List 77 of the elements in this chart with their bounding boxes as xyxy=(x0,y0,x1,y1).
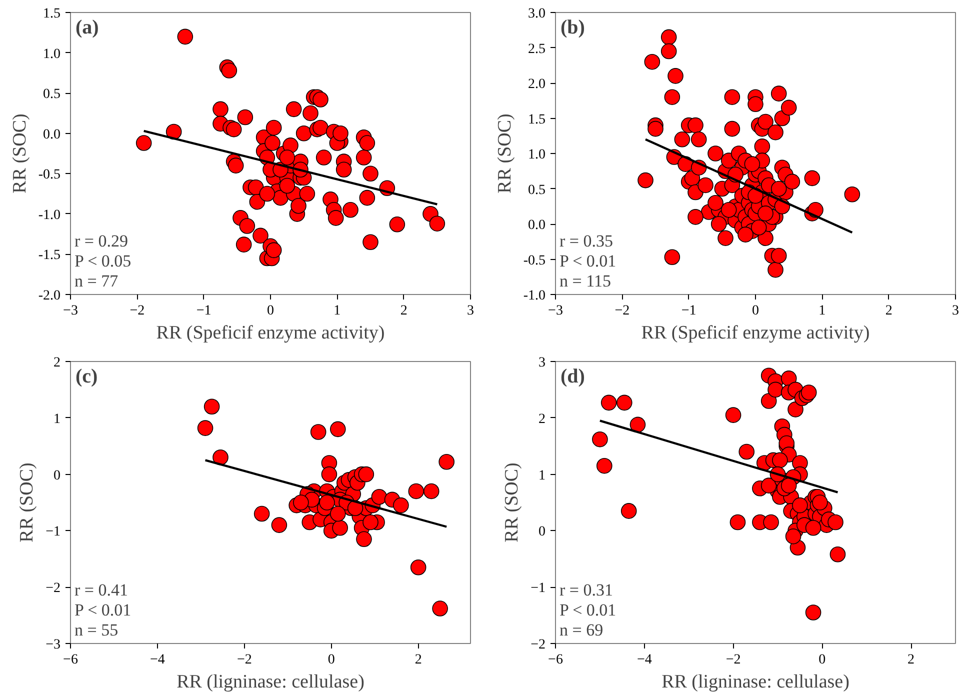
y-tick-label: 0.5 xyxy=(528,182,546,198)
y-tick-label: −2 xyxy=(530,638,546,652)
y-tick-label: -0.5 xyxy=(523,253,546,268)
x-tick-label: 1 xyxy=(818,304,826,318)
annotation: n = 69 xyxy=(560,620,604,640)
x-tick-label: −4 xyxy=(150,652,165,668)
y-tick-label: 0 xyxy=(54,468,60,484)
y-tick-label: 2 xyxy=(54,356,60,370)
x-axis-title: RR (Speficif enzyme activity) xyxy=(156,322,385,344)
y-tick-label: 0.0 xyxy=(528,218,546,233)
x-tick-label: −2 xyxy=(614,304,630,318)
y-tick-label: 3 xyxy=(538,356,546,370)
x-tick-label: 2 xyxy=(400,304,408,318)
annotation: P < 0.01 xyxy=(560,600,616,620)
x-tick-label: −6 xyxy=(63,652,78,668)
y-tick-label: 1.0 xyxy=(528,148,546,162)
x-tick-label: −1 xyxy=(196,304,212,318)
annotation: r = 0.41 xyxy=(74,580,128,600)
x-tick-label: −1 xyxy=(681,304,696,318)
annotation: r = 0.35 xyxy=(560,232,613,250)
y-tick-label: -1.5 xyxy=(38,248,61,264)
x-tick-label: 1 xyxy=(334,304,341,318)
x-tick-label: 0 xyxy=(328,652,335,668)
x-tick-label: −3 xyxy=(63,304,78,318)
y-tick-label: 1.5 xyxy=(528,112,546,128)
y-tick-label: 2 xyxy=(538,412,546,427)
x-tick-label: 0 xyxy=(818,652,826,668)
x-axis-title: RR (ligninase: cellulase) xyxy=(662,672,850,692)
y-axis-title: RR (SOC) xyxy=(16,462,38,542)
x-tick-label: −6 xyxy=(548,652,563,668)
y-tick-label: 0.0 xyxy=(43,127,60,142)
annotation: r = 0.29 xyxy=(74,232,128,250)
chart-title: (b) xyxy=(560,16,585,38)
annotation: P < 0.05 xyxy=(74,252,132,270)
annotation: r = 0.31 xyxy=(560,580,613,600)
y-tick-label: 3.0 xyxy=(528,6,546,22)
annotation: n = 115 xyxy=(560,272,611,290)
x-tick-label: −3 xyxy=(548,304,563,318)
annotation: n = 55 xyxy=(74,620,118,640)
y-axis-title: RR (SOC) xyxy=(502,462,523,542)
y-tick-label: −2 xyxy=(46,581,61,596)
x-tick-label: 2 xyxy=(908,652,915,668)
y-tick-label: -2.0 xyxy=(38,288,61,304)
chart-title: (c) xyxy=(76,366,98,388)
x-tick-label: −2 xyxy=(236,652,252,668)
x-tick-label: −2 xyxy=(130,304,145,318)
y-tick-label: 2.0 xyxy=(528,77,546,92)
y-tick-label: 1.0 xyxy=(43,46,60,62)
y-axis-title: RR (SOC) xyxy=(494,114,516,194)
annotation: P < 0.01 xyxy=(74,600,132,620)
chart-title: (d) xyxy=(560,366,585,388)
y-tick-label: 0.5 xyxy=(43,87,60,102)
annotation: n = 77 xyxy=(74,272,119,290)
x-tick-label: −2 xyxy=(726,652,741,668)
y-tick-label: 2.5 xyxy=(528,42,546,57)
x-axis-title: RR (Speficif enzyme activity) xyxy=(641,322,870,344)
x-tick-label: 0 xyxy=(752,304,759,318)
x-tick-label: 3 xyxy=(467,304,474,318)
x-tick-label: 3 xyxy=(952,304,959,318)
x-tick-label: −4 xyxy=(636,652,652,668)
y-axis-title: RR (SOC) xyxy=(9,114,30,194)
x-tick-label: 2 xyxy=(414,652,422,668)
x-axis-title: RR (ligninase: cellulase) xyxy=(176,672,364,692)
x-tick-label: 2 xyxy=(885,304,892,318)
annotation: P < 0.01 xyxy=(560,252,616,270)
chart-title: (a) xyxy=(76,16,99,38)
y-tick-label: −1 xyxy=(530,581,546,596)
y-tick-label: -1.0 xyxy=(38,208,61,223)
y-tick-label: −3 xyxy=(46,638,61,652)
y-tick-label: -0.5 xyxy=(38,168,61,183)
y-tick-label: 1 xyxy=(54,412,60,427)
y-tick-label: 0 xyxy=(538,524,546,540)
y-tick-label: -1.0 xyxy=(523,288,546,304)
y-tick-label: 1.5 xyxy=(43,6,60,22)
x-tick-label: 0 xyxy=(267,304,274,318)
y-tick-label: −1 xyxy=(46,524,61,540)
y-tick-label: 1 xyxy=(538,468,546,484)
